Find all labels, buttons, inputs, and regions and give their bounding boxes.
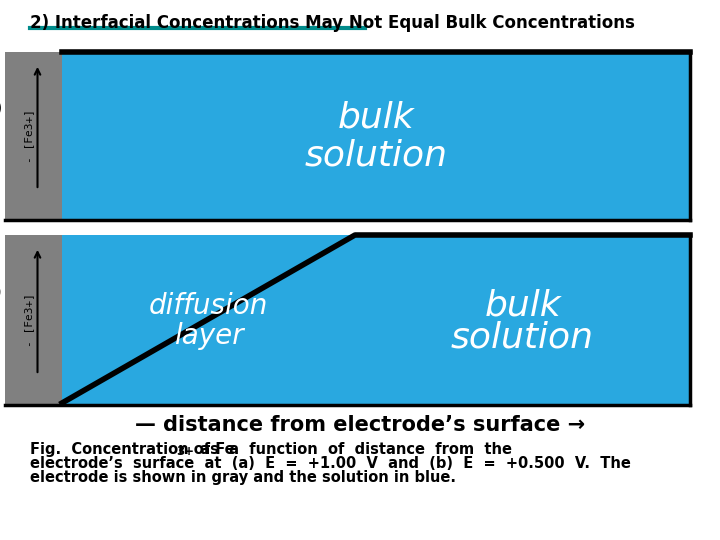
Text: electrode is shown in gray and the solution in blue.: electrode is shown in gray and the solut…	[30, 470, 456, 485]
Text: — distance from electrode’s surface →: — distance from electrode’s surface →	[135, 415, 585, 435]
Bar	[5, 52, 62, 220]
Bar	[62, 235, 690, 405]
Text: 2) Interfacial Concentrations May Not Equal Bulk Concentrations: 2) Interfacial Concentrations May Not Eq…	[30, 14, 635, 32]
Text: solution: solution	[305, 139, 448, 173]
Bar	[5, 235, 62, 405]
Text: solution: solution	[451, 321, 594, 355]
Text: 3+: 3+	[176, 445, 194, 458]
Bar	[62, 52, 690, 220]
Text: bulk: bulk	[484, 289, 561, 323]
Text: layer: layer	[174, 322, 243, 350]
Text: Fig.  Concentration of Fe: Fig. Concentration of Fe	[30, 442, 235, 457]
Text: electrode’s  surface  at  (a)  E  =  +1.00  V  and  (b)  E  =  +0.500  V.  The: electrode’s surface at (a) E = +1.00 V a…	[30, 456, 631, 471]
Text: (b): (b)	[0, 285, 3, 305]
Text: diffusion: diffusion	[149, 292, 268, 320]
Text: as  a  function  of  distance  from  the: as a function of distance from the	[190, 442, 512, 457]
Text: - [Fe3+]: - [Fe3+]	[24, 109, 35, 163]
Text: bulk: bulk	[338, 101, 414, 135]
Text: (a): (a)	[0, 101, 3, 121]
Text: - [Fe3+]: - [Fe3+]	[24, 293, 35, 347]
